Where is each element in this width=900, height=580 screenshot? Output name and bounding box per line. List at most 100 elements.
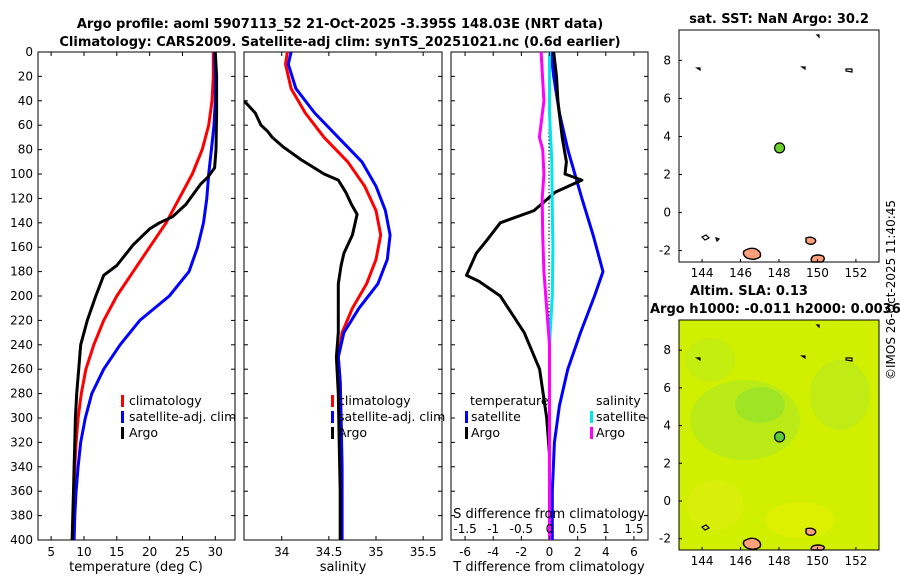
sla-patch: [735, 387, 785, 423]
s-diff-tick-label: 0.5: [568, 522, 587, 536]
legend-argo: Argo: [338, 425, 367, 440]
depth-tick-label: 280: [10, 387, 33, 401]
depth-tick-label: 180: [10, 265, 33, 279]
legend-satellite: satellite-adj. clim: [338, 409, 445, 424]
longitude-tick-label: 152: [844, 554, 867, 568]
x-tick-label: 2: [574, 545, 582, 559]
temperature-series: [70, 52, 219, 540]
x-tick-label: 30: [208, 545, 223, 559]
depth-tick-label: 260: [10, 362, 33, 376]
series-line-argo: [70, 52, 219, 540]
sla-patch: [810, 360, 870, 430]
s-diff-tick-label: -1: [487, 522, 499, 536]
sst-map-title: sat. SST: NaN Argo: 30.2: [689, 12, 869, 27]
depth-tick-label: 100: [10, 167, 33, 181]
x-tick-label: 0: [546, 545, 554, 559]
legend-temp-satellite: satellite: [471, 409, 521, 424]
latitude-tick-label: -2: [659, 244, 671, 258]
difference-top-xlabel: S difference from climatology: [453, 507, 645, 522]
legend-sal-argo-swatch: [590, 427, 593, 439]
depth-tick-label: 200: [10, 289, 33, 303]
salinity-xlabel: salinity: [320, 560, 367, 575]
depth-tick-label: 400: [10, 533, 33, 547]
series-line-argo-t: [465, 52, 584, 540]
x-tick-label: 34: [274, 545, 289, 559]
depth-tick-label: 140: [10, 216, 33, 230]
s-diff-tick-label: 1.5: [624, 522, 643, 536]
depth-tick-label: 320: [10, 435, 33, 449]
sst-coastline: [695, 34, 853, 263]
longitude-tick-label: 148: [768, 266, 791, 280]
longitude-tick-label: 150: [806, 554, 829, 568]
latitude-tick-label: 4: [663, 419, 671, 433]
reef-outline: [695, 324, 853, 531]
depth-tick-label: 220: [10, 313, 33, 327]
difference-series: [465, 52, 605, 540]
x-tick-label: 25: [175, 545, 190, 559]
legend-satellite-swatch: [331, 411, 334, 423]
s-diff-tick-label: 1: [602, 522, 610, 536]
legend-argo-swatch: [121, 427, 124, 439]
sla-patch: [685, 338, 735, 382]
longitude-tick-label: 144: [691, 266, 714, 280]
sla-map-subtitle: Argo h1000: -0.011 h2000: 0.0036: [650, 302, 900, 317]
depth-tick-label: 340: [10, 460, 33, 474]
legend-satellite: satellite-adj. clim: [129, 409, 236, 424]
depth-tick-label: 80: [18, 143, 33, 157]
x-tick-label: -4: [487, 545, 499, 559]
island-outline: [805, 236, 817, 245]
depth-tick-label: 60: [18, 118, 33, 132]
figure-title-line1: Argo profile: aoml 5907113_52 21-Oct-202…: [77, 17, 603, 32]
sst-map-ticks: 144 146 148 150 152 -2 0 2 4 6 8: [659, 53, 867, 280]
x-tick-label: 15: [109, 545, 124, 559]
x-axis-ticks: 5 10 15 20 25 30 34 34.5 35 35.5 -6 -4 -2 0 2 4 6-1.5 -1-…: [47, 52, 643, 559]
longitude-tick-label: 144: [691, 554, 714, 568]
s-diff-tick-label: -1.5: [453, 522, 476, 536]
latitude-tick-label: 6: [663, 381, 671, 395]
series-line-satellite-adj-clim: [72, 52, 217, 540]
depth-tick-label: 360: [10, 484, 33, 498]
salinity-series: [244, 52, 392, 540]
legend-sal-argo: Argo: [596, 425, 625, 440]
x-tick-label: 34.5: [315, 545, 342, 559]
credit-stamp: ©IMOS 26-Oct-2025 11:40:45: [884, 200, 898, 380]
x-tick-label: 4: [602, 545, 610, 559]
depth-tick-label: 380: [10, 509, 33, 523]
difference-xlabel: T difference from climatology: [452, 560, 645, 575]
s-diff-tick-label: 0: [546, 522, 554, 536]
argo-location-marker: [773, 431, 786, 443]
legend-temp-argo-swatch: [465, 427, 468, 439]
sla-patch: [687, 480, 743, 530]
depth-tick-label: 240: [10, 338, 33, 352]
s-diff-tick-label: -0.5: [510, 522, 533, 536]
longitude-tick-label: 146: [729, 266, 752, 280]
latitude-tick-label: 2: [663, 168, 671, 182]
legend-temp-satellite-swatch: [465, 411, 468, 423]
x-tick-label: 5: [47, 545, 55, 559]
salinity-legend: climatology satellite-adj. clim Argo: [331, 393, 445, 440]
sla-field-patches: [685, 338, 870, 538]
longitude-tick-label: 150: [806, 266, 829, 280]
legend-climatology: climatology: [338, 393, 411, 408]
series-line-argo-s: [537, 52, 551, 540]
latitude-tick-label: 2: [663, 456, 671, 470]
island-outline: [742, 247, 762, 260]
latitude-tick-label: 8: [663, 343, 671, 357]
longitude-tick-label: 148: [768, 554, 791, 568]
difference-legend: temperature satellite Argo salinity sate…: [465, 393, 646, 440]
sla-map-title: Altim. SLA: 0.13: [690, 284, 808, 299]
depth-tick-label: 40: [18, 94, 33, 108]
legend-climatology-swatch: [331, 395, 334, 407]
argo-location-marker: [773, 142, 786, 154]
x-tick-label: 35.5: [410, 545, 437, 559]
depth-tick-label: 120: [10, 191, 33, 205]
sla-patch: [765, 502, 835, 538]
latitude-tick-label: 0: [663, 206, 671, 220]
island-outline: [805, 527, 817, 536]
x-tick-label: 10: [76, 545, 91, 559]
depth-tick-label: 20: [18, 69, 33, 83]
depth-axis-ticks: 0 20 40 60 80 100 120 140 160 180 200 220 240 260 280 3…: [10, 45, 648, 547]
latitude-tick-label: 8: [663, 53, 671, 67]
sla-coastline: [695, 324, 853, 551]
